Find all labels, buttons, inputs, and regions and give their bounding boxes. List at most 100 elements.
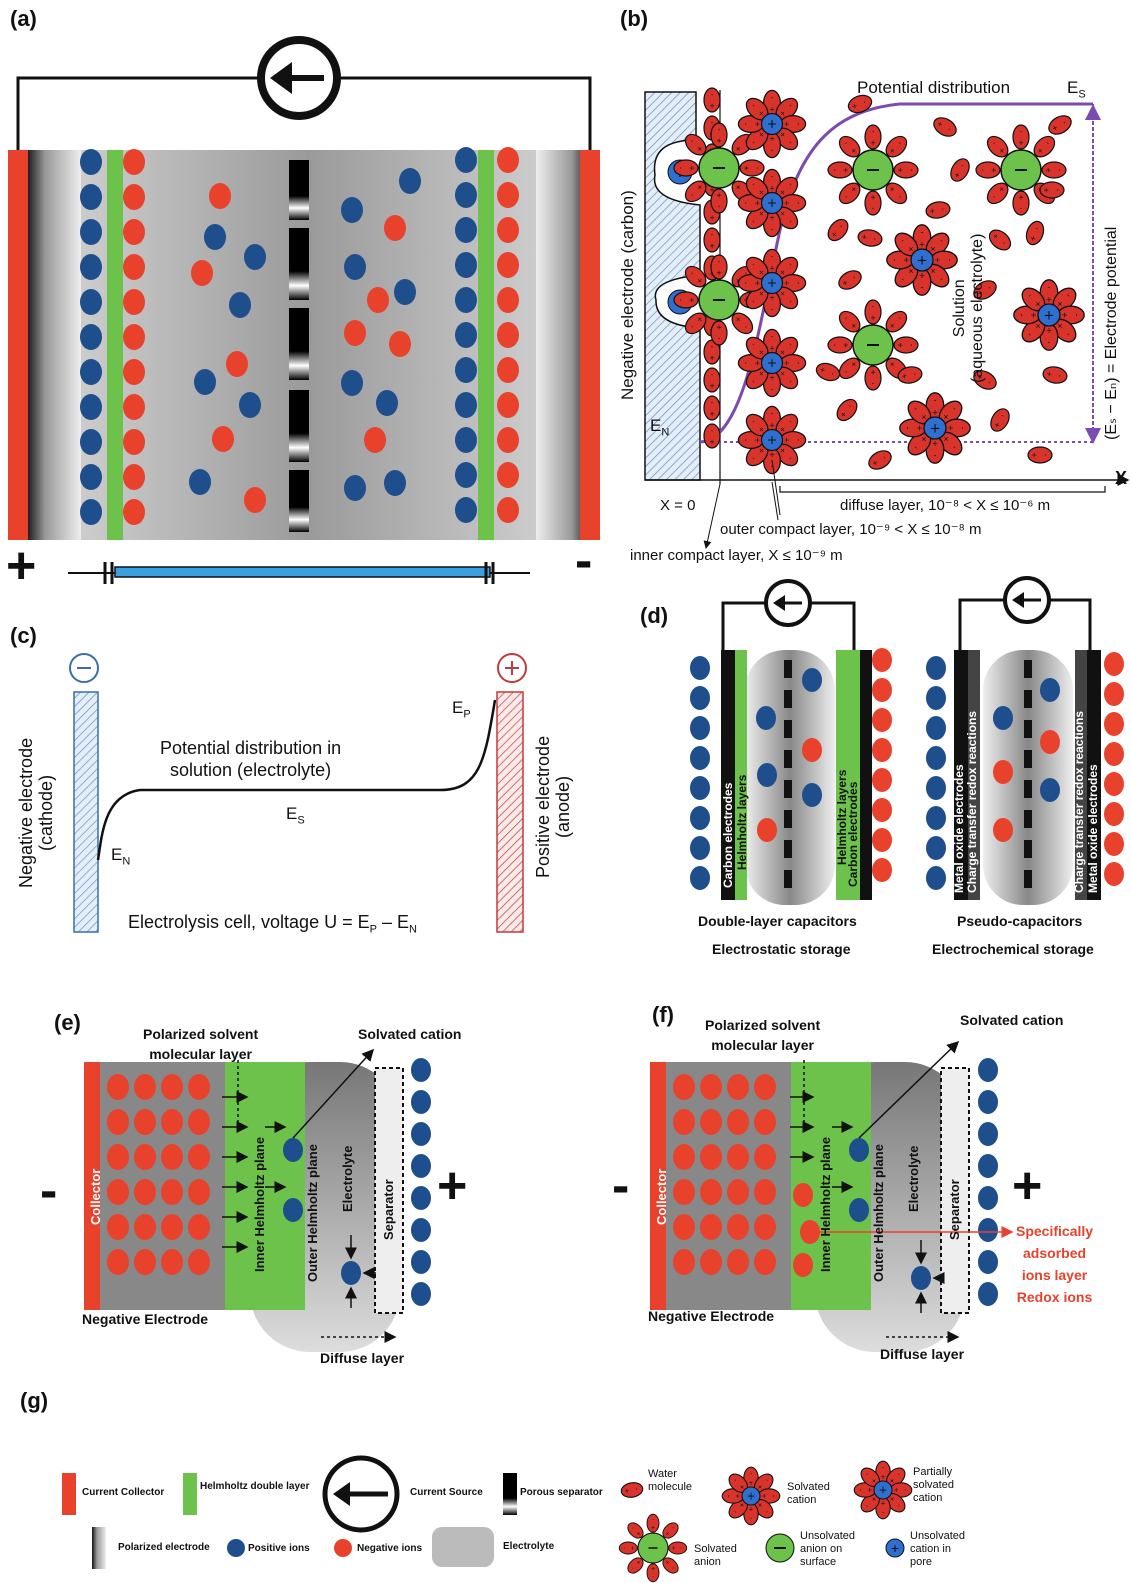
svg-text:+: + bbox=[890, 1542, 899, 1555]
ions-right bbox=[455, 147, 519, 523]
ions-e bbox=[107, 1058, 431, 1306]
e-electrolyte: Electrolyte bbox=[340, 1145, 355, 1212]
g-partially-solvated: Partially solvated cation bbox=[913, 1466, 954, 1504]
b-x0: X = 0 bbox=[660, 497, 696, 514]
helmholtz-layer-left bbox=[107, 150, 123, 540]
a-minus-sign: - bbox=[575, 532, 593, 590]
d-pseudo-label: Pseudo-capacitors bbox=[957, 913, 1083, 929]
b-negative-electrode-label: Negative electrode (carbon) bbox=[618, 190, 637, 400]
panel-d-label: (d) bbox=[640, 603, 669, 628]
cathode-bar bbox=[73, 691, 99, 933]
f-minus-sign: - bbox=[612, 1157, 630, 1215]
d-metal-oxide-right: Metal oxide electrodes bbox=[1086, 764, 1100, 893]
panel-b-label: (b) bbox=[620, 6, 649, 31]
e-separator: Separator bbox=[381, 1179, 396, 1240]
g-positive-ions: Positive ions bbox=[248, 1543, 310, 1554]
sep-d1 bbox=[784, 660, 792, 888]
d-carbon-electrodes-left: Carbon electrodes bbox=[721, 782, 735, 888]
c-potential-text: Potential distribution in solution (elect… bbox=[160, 738, 342, 780]
d-electrostatic-label: Electrostatic storage bbox=[712, 941, 851, 957]
b-es: ES bbox=[1067, 78, 1086, 101]
f-solvated-cation: Solvated cation bbox=[960, 1012, 1064, 1028]
b-diffuse-layer: diffuse layer, 10⁻⁸ < X ≤ 10⁻⁶ m bbox=[840, 497, 1051, 514]
g-porous-separator: Porous separator bbox=[520, 1487, 603, 1498]
porous-separator bbox=[289, 160, 309, 532]
panel-c bbox=[69, 653, 527, 933]
g-unsolvated-anion: Unsolvated anion on surface bbox=[800, 1530, 856, 1568]
d-carbon-electrodes-right: Carbon electrodes bbox=[846, 781, 860, 887]
legend-current-source-icon bbox=[322, 1455, 400, 1533]
current-collector-left bbox=[8, 150, 28, 540]
b-solution-label: Solution (aqueous electrolyte) bbox=[951, 233, 986, 383]
d-charge-transfer-left: Charge transfer redox reactions bbox=[965, 710, 979, 893]
e-collector: Collector bbox=[88, 1168, 103, 1225]
panel-e bbox=[84, 1048, 431, 1352]
g-water-molecule: Water molecule bbox=[648, 1468, 693, 1493]
f-outer-helmholtz: Outer Helmholtz plane bbox=[871, 1144, 886, 1282]
c-en: EN bbox=[111, 845, 131, 868]
g-electrolyte: Electrolyte bbox=[503, 1541, 555, 1552]
panel-e-label: (e) bbox=[54, 1010, 81, 1035]
c-negative-electrode: Negative electrode (cathode) bbox=[16, 737, 56, 888]
d-helmholtz-left: Helmholtz layers bbox=[735, 774, 749, 870]
separator-bar bbox=[114, 566, 491, 578]
anode-bar bbox=[496, 691, 524, 933]
helmholtz-layer-right bbox=[478, 150, 494, 540]
b-x-axis-label: X bbox=[1115, 468, 1128, 488]
g-helmholtz: Helmholtz double layer bbox=[200, 1481, 310, 1492]
panel-c-label: (c) bbox=[10, 623, 37, 648]
e-minus-sign: - bbox=[40, 1162, 58, 1220]
d-double-layer-label: Double-layer capacitors bbox=[698, 913, 857, 929]
e-plus-sign: + bbox=[437, 1157, 468, 1215]
ions-left bbox=[80, 149, 145, 525]
panel-g-label: (g) bbox=[20, 1388, 49, 1413]
b-inner-compact: inner compact layer, X ≤ 10⁻⁹ m bbox=[630, 547, 843, 564]
c-positive-electrode: Positive electrode (anode) bbox=[533, 735, 573, 878]
f-specific-ions: Specifically adsorbed ions layer Redox ions bbox=[1016, 1223, 1094, 1305]
e-diffuse-layer: Diffuse layer bbox=[320, 1350, 405, 1366]
a-plus-sign: + bbox=[6, 537, 37, 595]
circuit-wire-left bbox=[16, 76, 258, 155]
g-unsolvated-cation: Unsolvated cation in pore bbox=[910, 1530, 966, 1568]
panel-a bbox=[8, 36, 600, 584]
panel-f-label: (f) bbox=[652, 1002, 674, 1027]
g-polarized-electrode: Polarized electrode bbox=[118, 1542, 210, 1553]
current-source-icon-d2 bbox=[1003, 576, 1051, 624]
current-collector-right bbox=[580, 150, 600, 540]
ions-d1 bbox=[690, 648, 892, 890]
e-polarized-solvent: Polarized solvent molecular layer bbox=[143, 1026, 259, 1062]
circuit-wire-right bbox=[340, 76, 592, 155]
f-collector: Collector bbox=[654, 1168, 669, 1225]
e-inner-helmholtz: Inner Helmholtz plane bbox=[252, 1136, 267, 1272]
ions-d2 bbox=[926, 652, 1124, 890]
g-current-source: Current Source bbox=[410, 1487, 483, 1498]
f-plus-sign: + bbox=[1012, 1157, 1043, 1215]
e-outer-helmholtz: Outer Helmholtz plane bbox=[305, 1144, 320, 1282]
b-electrode-potential: (Eₛ − Eₙ) = Electrode potential bbox=[1103, 226, 1120, 440]
panel-d bbox=[690, 576, 1124, 905]
ions-f bbox=[673, 1058, 998, 1306]
sep-d2 bbox=[1024, 660, 1032, 888]
f-polarized-solvent: Polarized solvent molecular layer bbox=[705, 1017, 821, 1053]
panel-a-label: (a) bbox=[10, 6, 37, 31]
polarized-electrode-left bbox=[26, 150, 81, 540]
f-electrolyte: Electrolyte bbox=[906, 1145, 921, 1212]
e-solvated-cation: Solvated cation bbox=[358, 1026, 462, 1042]
current-source-icon bbox=[257, 36, 341, 120]
panel-b: + + bbox=[644, 87, 1130, 549]
g-current-collector: Current Collector bbox=[82, 1487, 165, 1498]
c-es: ES bbox=[286, 804, 305, 827]
arrows-e bbox=[222, 1048, 397, 1343]
d-charge-transfer-right: Charge transfer redox reactions bbox=[1072, 710, 1086, 893]
f-separator: Separator bbox=[947, 1179, 962, 1240]
g-solvated-anion: Solvated anion bbox=[694, 1543, 737, 1568]
g-negative-ions: Negative ions bbox=[357, 1543, 423, 1554]
f-negative-electrode: Negative Electrode bbox=[648, 1308, 775, 1324]
c-ep: EP bbox=[452, 698, 471, 721]
arrows-f bbox=[790, 1040, 960, 1343]
panel-g: + bbox=[62, 1455, 912, 1582]
c-cell-voltage: Electrolysis cell, voltage U = EP – EN bbox=[128, 912, 417, 936]
b-en: EN bbox=[650, 416, 670, 439]
e-negative-electrode: Negative Electrode bbox=[82, 1311, 209, 1327]
